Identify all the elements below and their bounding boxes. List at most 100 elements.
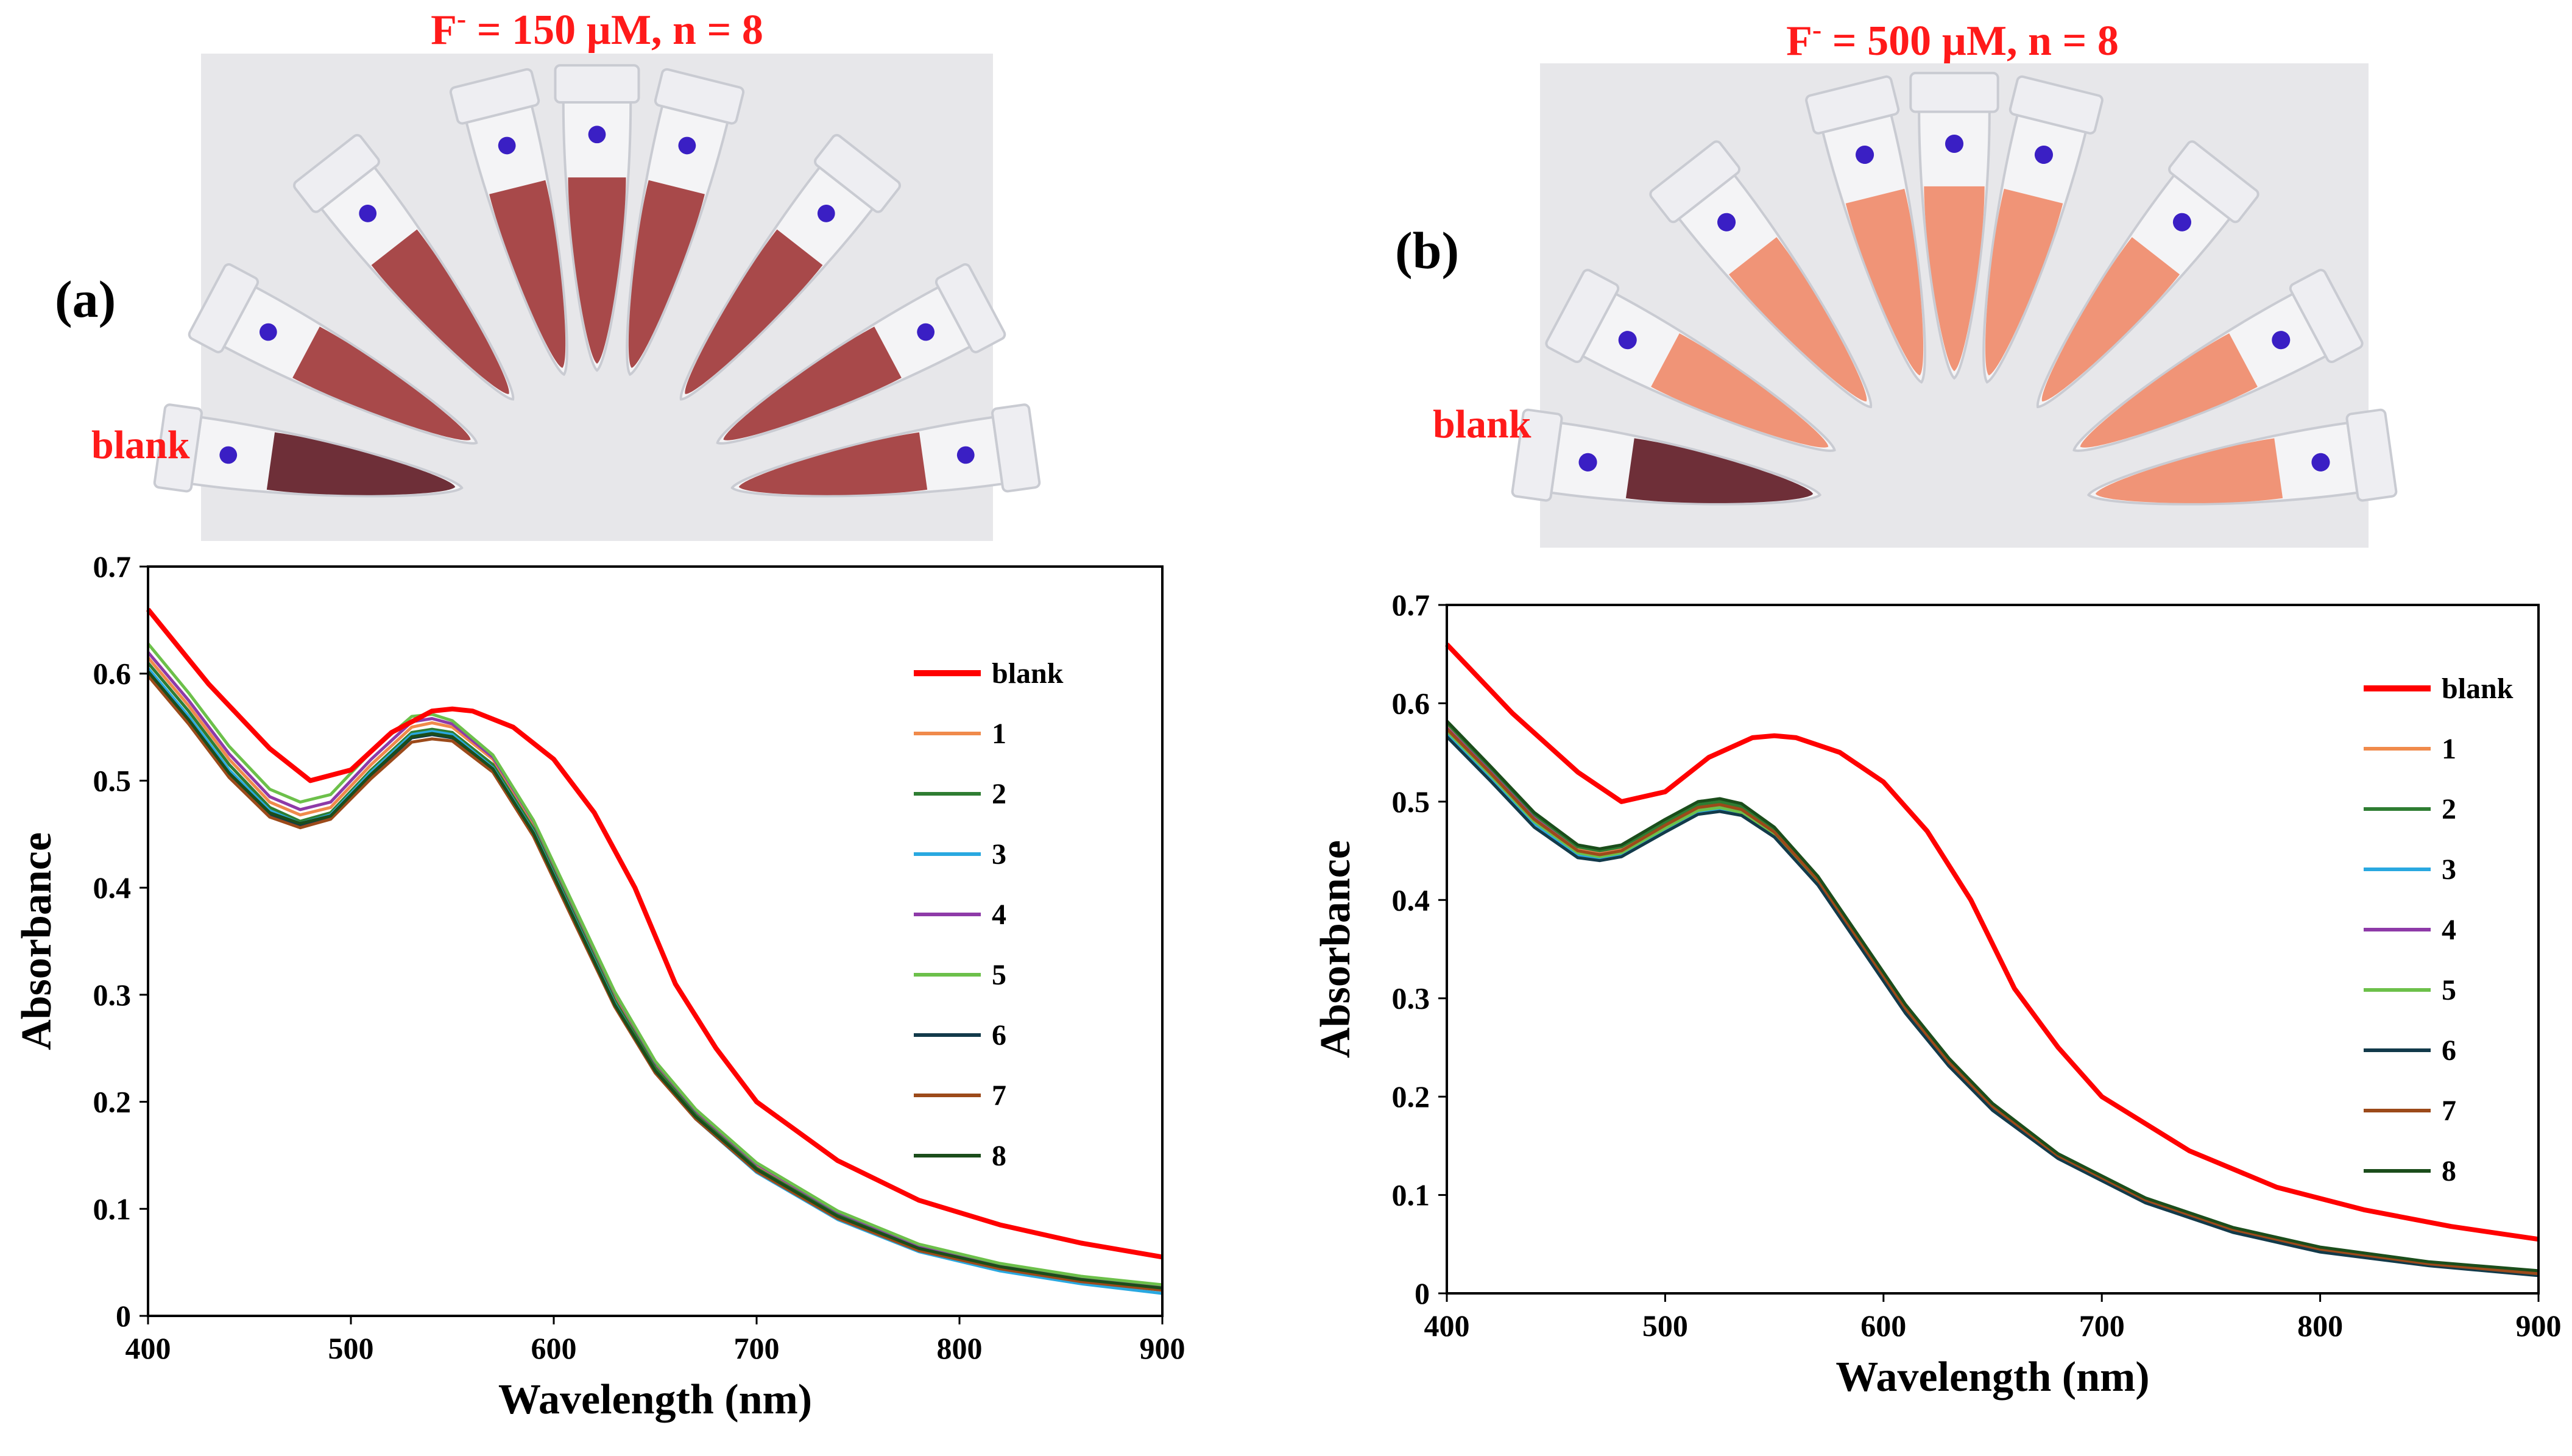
legend-label: 6 — [992, 1019, 1006, 1051]
blank-tube-label: blank — [1433, 402, 1532, 447]
legend: blank 1 2 3 4 5 6 7 8 — [2364, 673, 2514, 1187]
y-tick-label: 0.3 — [93, 978, 132, 1012]
legend-item-1: 1 — [914, 718, 1006, 750]
legend-item-6: 6 — [914, 1019, 1006, 1051]
tube-liquid — [1625, 438, 1814, 503]
legend-item-blank: blank — [914, 657, 1064, 690]
legend-label: 2 — [992, 778, 1006, 810]
legend-item-blank: blank — [2364, 673, 2514, 705]
tube-marker-mark — [1618, 331, 1637, 350]
tube-marker-mark — [2172, 213, 2191, 231]
tube-cap — [2345, 408, 2398, 502]
tube-6 — [679, 133, 901, 401]
panel-title: F- = 500 µM, n = 8 — [1786, 14, 2119, 65]
legend-item-5: 5 — [2364, 974, 2456, 1006]
tube-blank — [153, 403, 464, 498]
legend-label: 1 — [992, 718, 1006, 750]
tube-cap — [293, 133, 380, 213]
y-tick-label: 0.6 — [1392, 686, 1430, 720]
tube-cap — [934, 263, 1006, 353]
tube-liquid — [628, 180, 705, 368]
x-tick-label: 700 — [734, 1331, 780, 1365]
x-tick-label: 500 — [1642, 1309, 1688, 1343]
x-tick-label: 500 — [328, 1331, 374, 1365]
series-line-7 — [147, 674, 1163, 1292]
y-tick-label: 0.2 — [1392, 1080, 1430, 1114]
legend-item-8: 8 — [914, 1140, 1006, 1172]
tube-photo — [1511, 63, 2398, 548]
tube-liquid — [723, 327, 902, 440]
title-charge: - — [457, 3, 466, 34]
series-line-5 — [147, 642, 1163, 1287]
tube-marker-mark — [359, 205, 377, 222]
tube-marker-mark — [817, 205, 835, 222]
tube-cap — [1805, 75, 1900, 135]
tube-4 — [1909, 71, 1999, 380]
legend-item-8: 8 — [2364, 1155, 2456, 1187]
tube-1 — [188, 263, 478, 445]
tube-blank — [1511, 408, 1822, 506]
tube-cap — [991, 403, 1041, 493]
tube-liquid — [568, 177, 626, 364]
legend-item-2: 2 — [2364, 793, 2456, 825]
legend-label: 2 — [2442, 793, 2456, 825]
legend-item-7: 7 — [914, 1080, 1006, 1112]
tube-marker-mark — [1717, 213, 1736, 231]
title-ion: F — [431, 7, 457, 54]
tube-liquid — [1845, 188, 1924, 376]
tube-marker-mark — [259, 323, 277, 341]
legend-label: 8 — [992, 1140, 1006, 1172]
x-tick-label: 900 — [1140, 1331, 1185, 1365]
y-tick-label: 0.4 — [1392, 883, 1430, 917]
tube-marker-mark — [2272, 331, 2291, 350]
legend-label: 3 — [992, 838, 1006, 871]
tube-cap — [153, 403, 203, 493]
x-tick-label: 700 — [2079, 1309, 2125, 1343]
tube-cap — [2167, 140, 2259, 224]
panel-title: F- = 150 µM, n = 8 — [431, 3, 763, 54]
tube-liquid — [738, 432, 928, 495]
legend-label: 7 — [2442, 1095, 2456, 1127]
tube-liquid — [1728, 237, 1867, 401]
series-line-5 — [1446, 729, 2539, 1276]
tube-liquid — [2041, 237, 2180, 401]
tube-liquid — [489, 180, 566, 368]
x-axis-title: Wavelength (nm) — [498, 1376, 812, 1423]
y-tick-label: 0 — [1415, 1276, 1430, 1310]
blank-tube-label: blank — [91, 423, 190, 467]
tube-liquid — [1651, 333, 1829, 448]
series-line-6 — [1446, 735, 2539, 1278]
legend-label: 5 — [992, 959, 1006, 991]
legend-item-4: 4 — [2364, 914, 2456, 946]
tube-cap — [2289, 269, 2364, 364]
legend-label: 5 — [2442, 974, 2456, 1006]
tube-6 — [2036, 140, 2259, 408]
tube-liquid — [292, 327, 471, 440]
tube-marker-mark — [498, 136, 516, 155]
x-tick-label: 400 — [125, 1331, 171, 1365]
tube-marker-mark — [588, 125, 606, 144]
legend-item-2: 2 — [914, 778, 1006, 810]
tube-4 — [554, 64, 640, 372]
tube-3 — [449, 68, 568, 376]
y-tick-label: 0.4 — [93, 871, 132, 905]
x-tick-label: 600 — [531, 1331, 577, 1365]
tube-1 — [1545, 269, 1836, 452]
series-line-3 — [147, 667, 1163, 1295]
series-line-7 — [1446, 727, 2539, 1276]
title-rest: = 150 µM, n = 8 — [466, 7, 763, 54]
y-tick-label: 0.7 — [1392, 588, 1430, 622]
legend-item-5: 5 — [914, 959, 1006, 991]
plot-frame — [1446, 604, 2540, 1295]
series-line-8 — [1446, 719, 2539, 1273]
legend: blank 1 2 3 4 5 6 7 8 — [914, 657, 1064, 1172]
tube-cap — [449, 68, 540, 125]
tube-liquid — [1924, 186, 1985, 372]
tube-3 — [1805, 75, 1926, 384]
x-tick-label: 600 — [1860, 1309, 1906, 1343]
y-tick-label: 0.2 — [93, 1085, 132, 1119]
plot-frame — [147, 565, 1164, 1317]
tube-liquid — [371, 229, 509, 394]
tube-marker-mark — [2311, 453, 2330, 472]
legend-item-6: 6 — [2364, 1034, 2456, 1067]
